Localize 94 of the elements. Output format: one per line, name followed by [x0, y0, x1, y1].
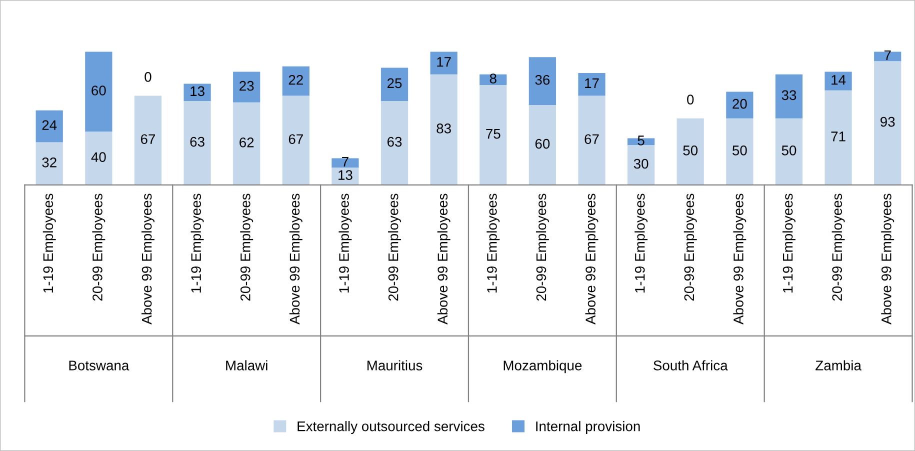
data-label: 5	[638, 136, 644, 146]
x-tick-label: 20-99 Employees	[684, 194, 697, 301]
bar	[628, 144, 655, 185]
x-tick-label: 20-99 Employees	[832, 194, 845, 301]
data-label: 67	[288, 134, 303, 144]
x-tick-label: Above 99 Employees	[881, 194, 894, 324]
data-label: 67	[584, 134, 599, 144]
x-tick-label: Above 99 Employees	[733, 194, 746, 324]
bar	[184, 101, 211, 185]
text: Botswana	[69, 360, 130, 370]
bar	[332, 158, 359, 168]
text: Malawi	[226, 360, 268, 370]
data-label: 17	[585, 78, 599, 88]
data-label: 0	[687, 94, 694, 104]
data-label: 62	[240, 138, 254, 148]
bar	[282, 66, 310, 96]
data-label: 32	[42, 158, 56, 168]
text: Zambia	[816, 360, 862, 370]
bar	[85, 132, 112, 185]
data-label: 7	[342, 156, 348, 167]
x-tick-label: Above 99 Employees	[289, 194, 302, 324]
data-label: 67	[140, 134, 156, 144]
data-label: 50	[782, 146, 796, 156]
bar	[874, 52, 902, 62]
bar	[85, 52, 112, 132]
bar	[824, 72, 852, 90]
x-tick-label: 1-19 Employees	[338, 194, 352, 293]
data-label: 83	[436, 124, 451, 134]
data-label: 24	[42, 120, 57, 130]
data-label: 14	[832, 75, 846, 85]
data-label: 40	[91, 152, 106, 162]
bar	[726, 92, 754, 118]
x-tick-label: 20-99 Employees	[388, 194, 401, 301]
data-label: 23	[240, 80, 254, 91]
x-tick-label: 20-99 Employees	[536, 194, 549, 301]
x-tick-label: 1-19 Employees	[190, 194, 204, 293]
bar	[726, 118, 754, 185]
bar	[233, 102, 260, 185]
data-label: 8	[490, 74, 496, 84]
legend-label: Externally outsourced services	[298, 421, 484, 434]
bar	[528, 105, 556, 185]
bar	[528, 57, 556, 106]
data-label: 60	[92, 86, 106, 96]
bar	[578, 96, 606, 185]
bar	[676, 118, 704, 185]
data-label: 33	[782, 90, 796, 100]
x-tick-label: 1-19 Employees	[782, 194, 796, 293]
data-label: 36	[535, 74, 550, 85]
data-label: 25	[387, 78, 402, 88]
data-label: 13	[190, 86, 204, 96]
data-label: 93	[880, 116, 895, 127]
text: Mozambique	[504, 360, 582, 374]
bar	[184, 84, 211, 102]
data-label: 13	[338, 170, 352, 180]
data-label: 75	[486, 129, 500, 139]
bar	[874, 61, 902, 185]
bar	[282, 96, 310, 185]
x-tick-label: Above 99 Employees	[142, 194, 154, 324]
x-tick-label: Above 99 Employees	[585, 194, 598, 324]
bar	[36, 110, 63, 142]
data-label: 30	[634, 158, 648, 169]
x-tick-label: 1-19 Employees	[634, 194, 648, 293]
x-tick-label: 1-19 Employees	[42, 194, 56, 293]
text: Mauritius	[367, 360, 422, 370]
x-tick-label: 1-19 Employees	[486, 194, 500, 293]
x-tick-label: 20-99 Employees	[92, 194, 106, 301]
bar	[233, 72, 260, 102]
bar	[480, 85, 507, 185]
data-label: 63	[190, 136, 204, 147]
bar	[134, 96, 162, 185]
x-tick-label: 20-99 Employees	[240, 194, 254, 301]
data-label: 63	[388, 136, 402, 147]
bar	[380, 101, 408, 185]
data-label: 22	[288, 74, 303, 85]
data-label: 50	[732, 146, 747, 156]
data-label: 60	[535, 138, 550, 149]
bar	[578, 73, 606, 96]
text: South Africa	[654, 360, 728, 370]
data-label: 17	[437, 57, 451, 67]
bar	[430, 52, 458, 74]
bar	[824, 90, 852, 185]
legend-label: Internal provision	[536, 421, 640, 434]
data-label: 50	[683, 146, 698, 156]
bar	[36, 142, 63, 185]
bar	[430, 74, 458, 185]
bar	[332, 168, 359, 185]
bar	[380, 68, 408, 102]
bar	[775, 118, 803, 185]
data-label: 71	[831, 132, 846, 142]
bar	[775, 74, 803, 118]
data-label: 20	[732, 98, 747, 109]
data-label: 7	[884, 50, 891, 60]
data-label: 0	[144, 72, 152, 82]
x-tick-label: Above 99 Employees	[437, 194, 450, 324]
